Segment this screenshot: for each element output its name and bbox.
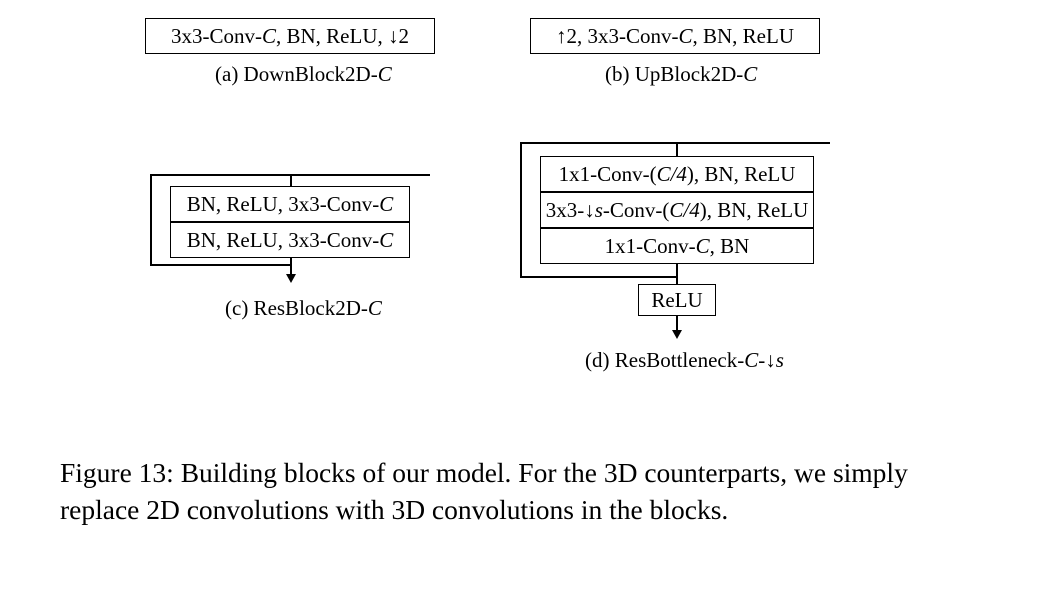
d-arrow <box>672 330 682 339</box>
diagram-area: 3x3-Conv-C, BN, ReLU, ↓2 (a) DownBlock2D… <box>130 18 908 428</box>
d-skip-bottom <box>520 276 676 278</box>
c-arrow <box>286 274 296 283</box>
c-skip-bottom <box>150 264 290 266</box>
d-stem-top <box>676 142 678 156</box>
c-skip-left <box>150 174 152 264</box>
block-c-label: (c) ResBlock2D-C <box>225 296 382 321</box>
d-stem-mid <box>676 264 678 284</box>
d-skip-top <box>520 142 830 144</box>
block-b-box: ↑2, 3x3-Conv-C, BN, ReLU <box>530 18 820 54</box>
block-c-row1: BN, ReLU, 3x3-Conv-C <box>170 186 410 222</box>
block-d-relu: ReLU <box>638 284 716 316</box>
block-a-box: 3x3-Conv-C, BN, ReLU, ↓2 <box>145 18 435 54</box>
block-d-row2: 3x3-↓s-Conv-(C/4), BN, ReLU <box>540 192 814 228</box>
block-b-label: (b) UpBlock2D-C <box>605 62 757 87</box>
block-c-row2: BN, ReLU, 3x3-Conv-C <box>170 222 410 258</box>
c-stem-top <box>290 174 292 186</box>
block-d-label: (d) ResBottleneck-C-↓s <box>585 348 784 373</box>
figure-caption: Figure 13: Building blocks of our model.… <box>60 454 980 528</box>
block-d-row1: 1x1-Conv-(C/4), BN, ReLU <box>540 156 814 192</box>
block-a-label: (a) DownBlock2D-C <box>215 62 392 87</box>
d-skip-left <box>520 142 522 276</box>
block-d-row3: 1x1-Conv-C, BN <box>540 228 814 264</box>
